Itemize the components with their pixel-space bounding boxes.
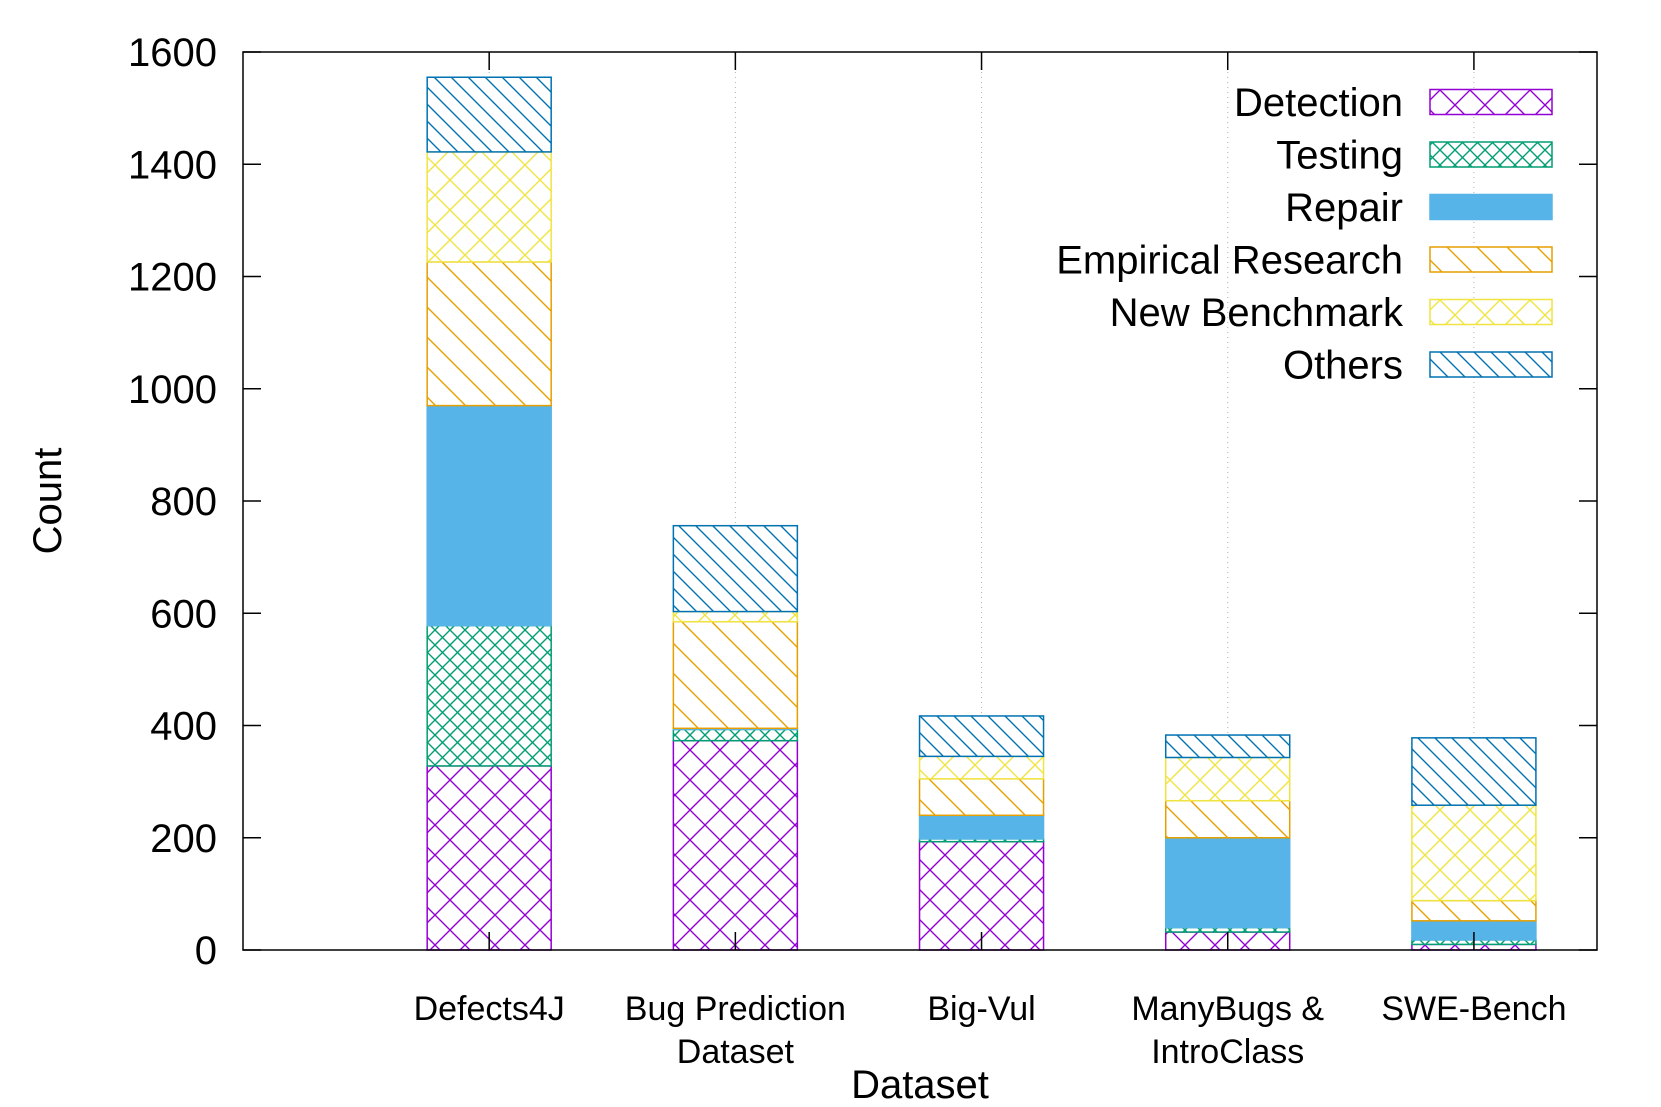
x-axis-label: Dataset (851, 1063, 989, 1107)
bar-defects4j-repair (426, 404, 552, 627)
bar-swe-bench-empirical-research (1411, 899, 1537, 922)
bar-bug-prediction-dataset-empirical-research (672, 620, 799, 730)
bar-manybugs-introclass-repair (1164, 837, 1291, 929)
y-tick-label: 1600 (128, 31, 217, 75)
bar-defects4j-detection (426, 765, 552, 951)
legend-swatch-empirical-research (1429, 246, 1553, 273)
y-tick-label: 0 (195, 929, 217, 973)
x-tick-label-swe-bench: SWE-Bench (1381, 990, 1566, 1028)
bar-big-vul-others (918, 715, 1045, 758)
legend-label-new-benchmark: New Benchmark (1110, 291, 1404, 335)
y-tick-label: 800 (150, 480, 217, 524)
legend-label-empirical-research: Empirical Research (1056, 239, 1403, 283)
y-tick-label: 600 (150, 592, 217, 636)
bar-big-vul-detection (918, 840, 1045, 951)
bar-big-vul-repair (918, 814, 1045, 840)
y-axis-ticks: 0 200 400 600 800 1000 1200 1400 1600 (128, 31, 1597, 973)
bar-big-vul-empirical-research (918, 778, 1045, 817)
y-tick-label: 1400 (128, 143, 217, 187)
bar-bug-prediction-dataset-testing (672, 728, 799, 742)
x-tick-label-manybugs-introclass: ManyBugs & IntroClass (1131, 990, 1324, 1071)
x-tick-label-defects4j: Defects4J (414, 990, 565, 1028)
legend-swatch-detection (1429, 88, 1553, 116)
legend-swatch-testing (1429, 141, 1553, 168)
bar-manybugs-introclass-new-benchmark (1164, 756, 1291, 802)
bars (426, 76, 1537, 951)
legend-label-others: Others (1283, 344, 1403, 388)
bar-defects4j-new-benchmark (426, 151, 552, 263)
y-tick-label: 400 (150, 705, 217, 749)
legend-swatch-repair (1429, 193, 1553, 221)
bar-defects4j-testing (426, 624, 552, 767)
legend-label-detection: Detection (1234, 81, 1403, 125)
bar-bug-prediction-dataset-others (672, 524, 799, 613)
bar-manybugs-introclass-empirical-research (1164, 799, 1291, 839)
legend-label-repair: Repair (1285, 186, 1403, 230)
legend-swatch-others (1429, 351, 1553, 378)
bar-swe-bench-others (1411, 737, 1537, 806)
y-tick-label: 1200 (128, 256, 217, 300)
x-tick-label-big-vul: Big-Vul (927, 990, 1035, 1028)
x-axis-tick-labels: Defects4J Bug Prediction Dataset Big-Vul Man… (414, 990, 1567, 1071)
legend-label-testing: Testing (1276, 134, 1403, 178)
legend: Detection Testing Repair Empirical Research… (1056, 81, 1553, 388)
bar-manybugs-introclass-others (1164, 734, 1291, 759)
bar-defects4j-empirical-research (426, 261, 552, 407)
x-tick-label-bug-prediction-dataset: Bug Prediction Dataset (625, 990, 846, 1071)
y-axis-label: Count (26, 448, 70, 555)
y-tick-label: 1000 (128, 368, 217, 412)
bar-swe-bench-new-benchmark (1411, 804, 1537, 902)
bar-big-vul-new-benchmark (918, 755, 1045, 780)
bar-bug-prediction-dataset-detection (672, 739, 799, 951)
legend-swatch-new-benchmark (1429, 298, 1553, 326)
y-tick-label: 200 (150, 817, 217, 861)
bar-defects4j-others (426, 76, 552, 153)
bar-bug-prediction-dataset-new-benchmark (672, 610, 799, 623)
